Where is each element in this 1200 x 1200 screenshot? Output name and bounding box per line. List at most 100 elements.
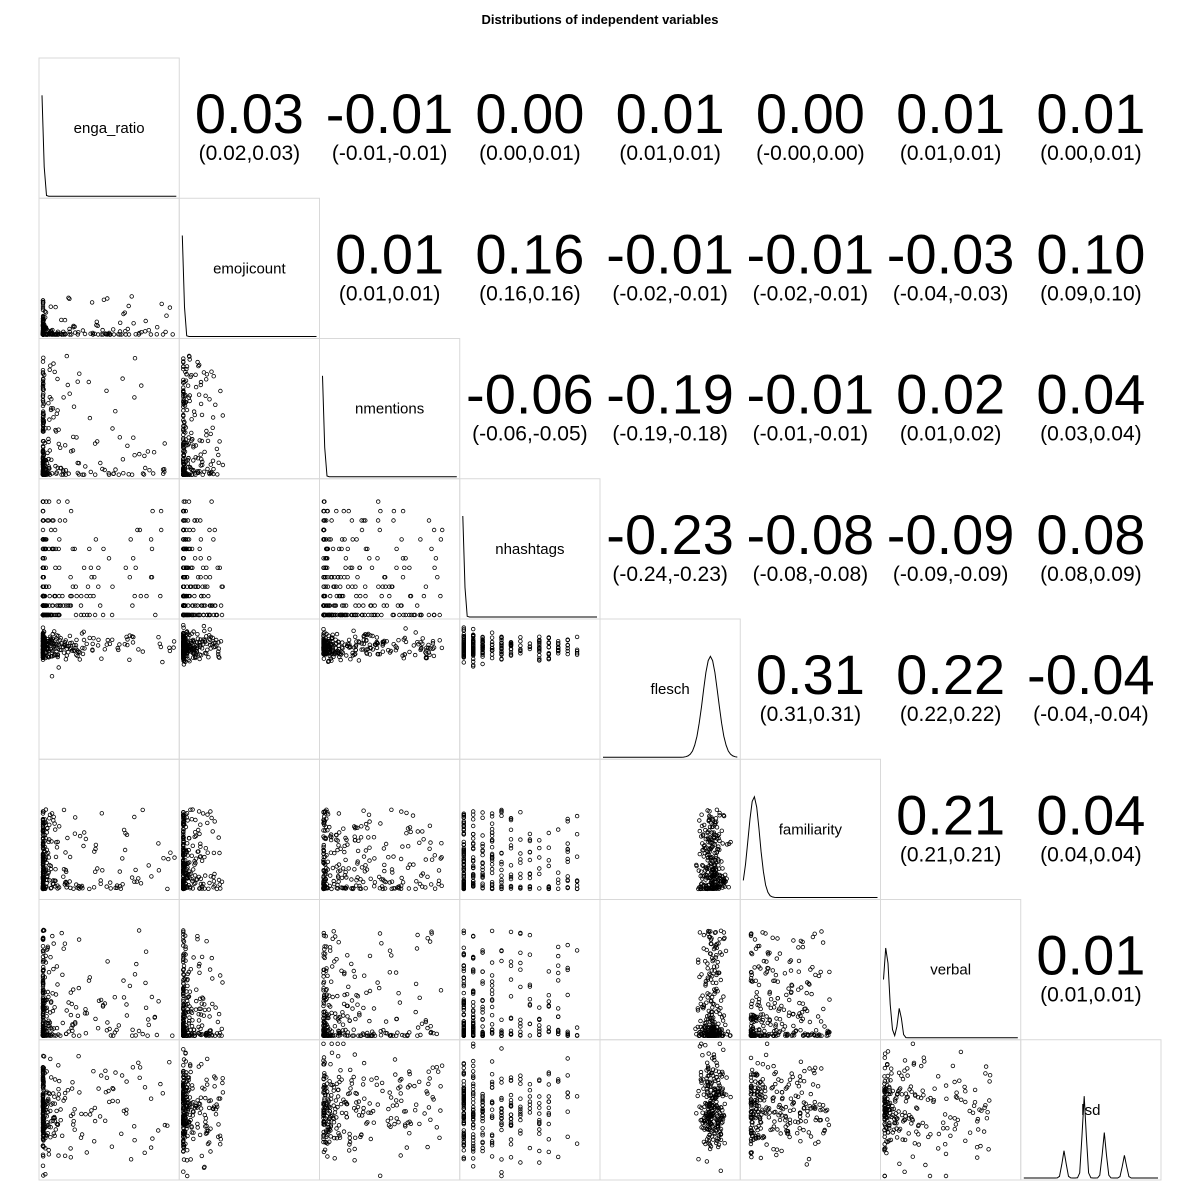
scatter-point: [121, 471, 126, 476]
scatter-point: [150, 471, 156, 476]
scatter-point: [201, 603, 206, 608]
scatter-point: [480, 1024, 485, 1029]
scatter-point: [154, 325, 160, 330]
scatter-point: [218, 603, 224, 608]
scatter-point: [86, 379, 91, 385]
scatter-point: [154, 1032, 160, 1038]
scatter-point: [207, 627, 212, 632]
scatter-point: [181, 939, 187, 944]
scatter-point: [137, 527, 143, 533]
scatter-point: [188, 565, 194, 570]
scatter-point: [139, 383, 144, 388]
scatter-point: [370, 633, 375, 639]
scatter-point: [93, 1016, 98, 1022]
scatter-point: [192, 556, 198, 561]
scatter-point: [76, 985, 81, 991]
scatter-panel-flesch-nmentions: [319, 618, 461, 760]
scatter-point: [121, 995, 127, 1000]
scatter-point: [489, 845, 495, 850]
scatter-point: [565, 992, 570, 998]
scatter-point: [198, 556, 203, 561]
scatter-point: [40, 371, 46, 376]
scatter-point: [80, 472, 85, 477]
scatter-point: [437, 612, 442, 618]
scatter-point: [367, 819, 372, 824]
scatter-point: [518, 851, 523, 856]
scatter-point: [527, 857, 533, 863]
scatter-point: [415, 932, 420, 938]
scatter-point: [132, 356, 138, 361]
scatter-point: [130, 1027, 135, 1032]
scatter-point: [379, 593, 384, 599]
scatter-point: [197, 546, 202, 552]
scatter-point: [350, 537, 355, 542]
scatter-point: [335, 993, 340, 999]
scatter-point: [216, 460, 221, 465]
scatter-point: [68, 508, 74, 514]
scatter-point: [60, 1020, 65, 1026]
scatter-point: [351, 628, 356, 633]
scatter-point: [344, 653, 349, 658]
scatter-point: [372, 880, 378, 885]
scatter-point: [53, 565, 58, 570]
scatter-point: [99, 332, 104, 337]
scatter-point: [108, 332, 113, 337]
scatter-point: [489, 1004, 495, 1010]
scatter-point: [199, 858, 205, 863]
density-curve: [181, 235, 317, 337]
scatter-point: [48, 407, 54, 413]
scatter-point: [461, 945, 466, 950]
scatter-point: [439, 645, 445, 651]
scatter-point: [537, 1023, 542, 1028]
scatter-point: [116, 1023, 121, 1028]
scatter-point: [40, 546, 46, 552]
scatter-point: [40, 313, 46, 319]
scatter-point: [368, 603, 373, 608]
scatter-point: [52, 1005, 57, 1010]
scatter-point: [352, 974, 357, 979]
scatter-point: [191, 458, 196, 463]
scatter-point: [420, 636, 425, 641]
scatter-point: [40, 612, 46, 618]
scatter-point: [489, 655, 495, 661]
scatter-point: [197, 656, 202, 662]
scatter-point: [61, 650, 67, 655]
scatter-point: [489, 635, 495, 640]
scatter-point: [321, 593, 326, 599]
scatter-point: [41, 401, 46, 407]
scatter-point: [70, 448, 76, 453]
scatter-point: [109, 612, 115, 618]
scatter-point: [537, 871, 542, 877]
scatter-point: [139, 330, 144, 335]
scatter-point: [145, 1033, 150, 1038]
scatter-point: [713, 816, 719, 821]
scatter-point: [40, 316, 46, 322]
scatter-point: [426, 518, 432, 523]
scatter-point: [411, 643, 416, 648]
scatter-point: [57, 565, 62, 570]
density-curve: [603, 655, 738, 758]
diagonal-panel-emojicount: emojicount: [178, 197, 320, 339]
scatter-point: [723, 872, 728, 877]
scatter-point: [47, 472, 53, 477]
scatter-point: [191, 612, 197, 618]
scatter-point: [207, 1014, 212, 1019]
scatter-point: [201, 593, 206, 599]
scatter-point: [527, 1033, 533, 1038]
scatter-point: [203, 575, 208, 580]
scatter-point: [328, 873, 333, 878]
scatter-point: [337, 612, 342, 618]
scatter-point: [210, 425, 215, 430]
scatter-point: [527, 932, 533, 938]
scatter-point: [349, 612, 354, 618]
scatter-point: [125, 326, 130, 332]
diagonal-panel-familiarity: familiarity: [739, 758, 881, 900]
scatter-point: [181, 418, 186, 423]
scatter-point: [321, 527, 326, 533]
scatter-point: [99, 811, 104, 816]
scatter-point: [49, 612, 55, 618]
scatter-point: [203, 377, 209, 382]
scatter-point: [147, 468, 152, 473]
scatter-point: [336, 879, 341, 884]
scatter-point: [64, 1008, 69, 1013]
